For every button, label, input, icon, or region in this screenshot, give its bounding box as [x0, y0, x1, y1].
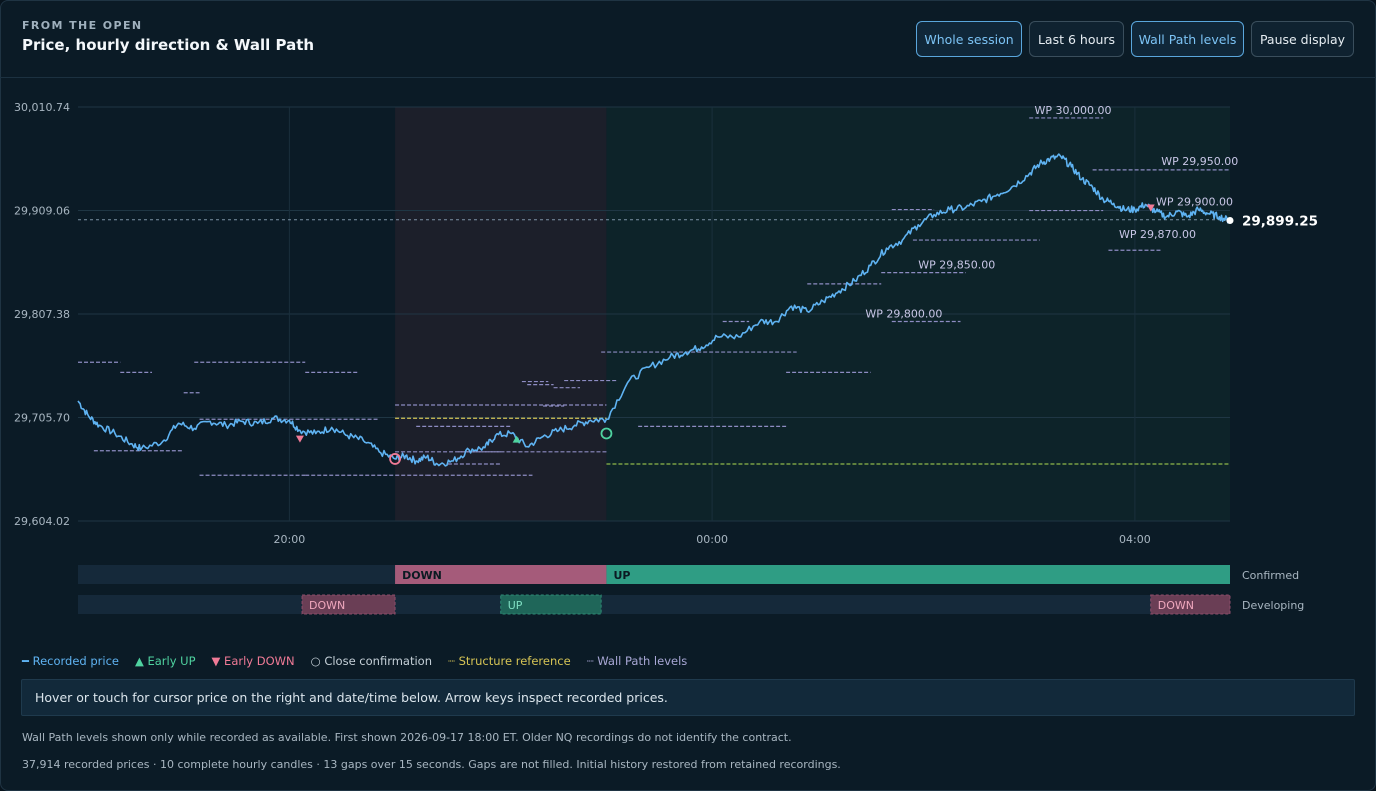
wall-path-levels-button[interactable]: Wall Path levels [1131, 21, 1244, 57]
y-tick-label: 30,010.74 [14, 101, 70, 114]
direction-segment-label: DOWN [309, 599, 345, 612]
direction-segment-down [395, 565, 607, 584]
y-tick-label: 29,604.02 [14, 515, 70, 528]
last-6-hours-button[interactable]: Last 6 hours [1029, 21, 1124, 57]
last-price-dot [1226, 216, 1234, 224]
footnote-recordings: 37,914 recorded prices · 10 complete hou… [22, 758, 841, 771]
direction-segment-label: UP [508, 599, 523, 612]
legend-wall-path-levels: ┈ Wall Path levels [586, 654, 688, 668]
x-tick-label: 04:00 [1119, 533, 1151, 546]
wall-path-label: WP 29,950.00 [1161, 155, 1238, 168]
direction-segment-up [500, 594, 602, 615]
y-tick-label: 29,807.38 [14, 308, 70, 321]
close-confirmation-marker [389, 453, 401, 465]
panel-title: Price, hourly direction & Wall Path [22, 36, 315, 54]
direction-row-label: Confirmed [1242, 569, 1299, 582]
direction-markers [295, 204, 1155, 465]
close-confirmation-marker [600, 427, 613, 440]
y-tick-label: 29,705.70 [14, 412, 70, 425]
price-series [77, 153, 1234, 467]
y-tick-label: 29,909.06 [14, 205, 70, 218]
early-up-marker [512, 435, 521, 443]
wall-path-label: WP 29,900.00 [1156, 196, 1233, 209]
x-tick-label: 00:00 [696, 533, 728, 546]
direction-segment-label: UP [613, 569, 630, 582]
structure-references [395, 417, 1230, 465]
footnote-wall-path: Wall Path levels shown only while record… [22, 731, 792, 744]
direction-segment-down [1150, 594, 1231, 615]
early-down-marker [1146, 204, 1155, 212]
price-chart[interactable]: 30,010.74 29,909.06 29,807.38 29,705.70 29,6… [0, 78, 1376, 638]
legend-early-up: ▲ Early UP [134, 654, 196, 668]
chart-legend: ━ Recorded price ▲ Early UP ▼ Early DOWN… [22, 654, 703, 668]
direction-segment-label: DOWN [402, 569, 442, 582]
pause-display-button[interactable]: Pause display [1251, 21, 1354, 57]
recorded-price-line [77, 153, 1231, 467]
early-down-marker [295, 435, 304, 443]
last-price-label: 29,899.25 [1242, 213, 1318, 229]
legend-structure-reference: ┈ Structure reference [448, 654, 571, 668]
whole-session-button[interactable]: Whole session [916, 21, 1022, 57]
cursor-hint: Hover or touch for cursor price on the r… [21, 679, 1355, 716]
direction-row-track [78, 595, 1230, 614]
legend-recorded-price: ━ Recorded price [22, 654, 119, 668]
header-divider [0, 77, 1376, 78]
x-tick-label: 20:00 [274, 533, 306, 546]
wall-path-label: WP 29,800.00 [865, 308, 942, 321]
wall-path-label: WP 29,850.00 [918, 259, 995, 272]
direction-row-label: Developing [1242, 599, 1304, 612]
direction-segment-label: DOWN [1158, 599, 1194, 612]
wall-path-label: WP 30,000.00 [1034, 104, 1111, 117]
panel-eyebrow: FROM THE OPEN [22, 19, 143, 32]
direction-segment-up [606, 565, 1230, 584]
legend-close-confirmation: ○ Close confirmation [310, 654, 433, 668]
legend-early-down: ▼ Early DOWN [211, 654, 295, 668]
direction-rows: DOWN UP Confirmed DOWN UP DOWN Developing [78, 565, 1304, 615]
chart-labels: 30,010.74 29,909.06 29,807.38 29,705.70 29,6… [14, 101, 1318, 546]
direction-segment-down [301, 594, 396, 615]
wall-path-label: WP 29,870.00 [1119, 228, 1196, 241]
wall-path-levels [78, 117, 1230, 476]
